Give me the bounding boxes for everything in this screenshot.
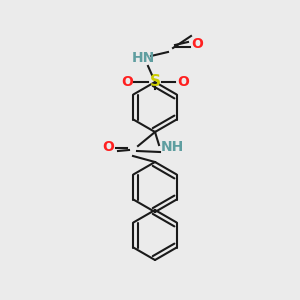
Text: O: O bbox=[177, 75, 189, 89]
Text: O: O bbox=[191, 37, 203, 51]
Text: O: O bbox=[121, 75, 133, 89]
Text: S: S bbox=[149, 74, 161, 89]
Text: HN: HN bbox=[131, 51, 154, 65]
Text: O: O bbox=[102, 140, 114, 154]
Text: NH: NH bbox=[161, 140, 184, 154]
